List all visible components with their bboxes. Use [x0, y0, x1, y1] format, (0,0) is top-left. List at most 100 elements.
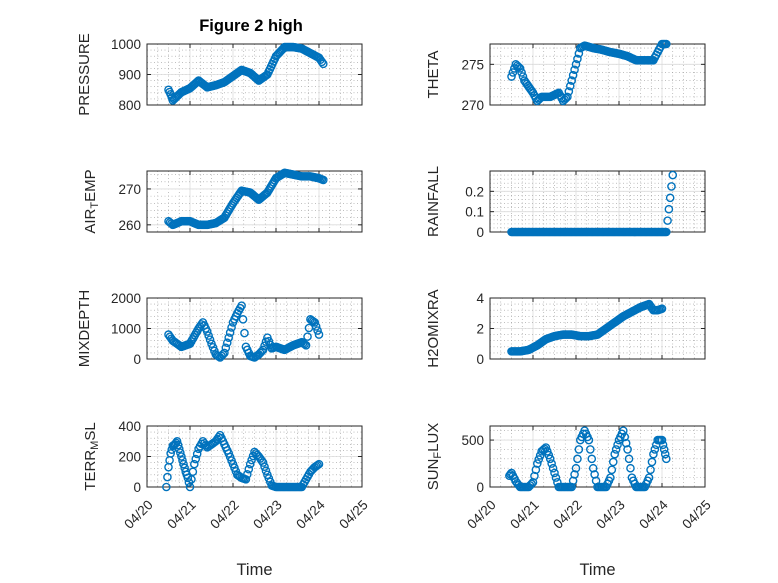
data-point	[547, 459, 556, 468]
data-point	[644, 473, 654, 482]
data-point	[261, 466, 271, 476]
y-tick-label: 200	[118, 450, 141, 465]
data-point	[650, 445, 660, 454]
y-axis-label-part: MIXDEPTH	[76, 290, 93, 368]
y-tick-label: 0.1	[465, 205, 484, 220]
data-point	[245, 459, 255, 469]
y-tick-label: 0	[133, 480, 141, 495]
y-axis-label: PRESSURE	[76, 33, 93, 116]
data-point	[247, 455, 256, 465]
data-point	[570, 470, 579, 479]
data-point	[205, 335, 215, 344]
data-point	[317, 57, 327, 67]
x-tick-label: 04/25	[336, 497, 371, 532]
y-axis-label-part: F	[432, 452, 444, 459]
data-point	[221, 343, 231, 353]
data-point	[227, 323, 236, 332]
axes-box	[489, 170, 706, 233]
x-tick-label: 04/24	[293, 497, 328, 532]
data-point	[657, 435, 667, 445]
y-axis-label: TERRMSL	[82, 422, 101, 490]
data-point	[260, 462, 269, 471]
data-point	[665, 193, 675, 203]
data-point	[567, 76, 577, 85]
data-point	[649, 449, 658, 459]
y-axis-label: THETA	[425, 50, 442, 98]
y-axis-label-part: SL	[82, 422, 99, 440]
data-point	[173, 440, 183, 450]
data-point	[548, 463, 558, 473]
x-tick-label: 04/21	[507, 497, 542, 532]
data-point	[624, 454, 634, 464]
data-point	[571, 463, 581, 473]
data-point	[318, 175, 328, 185]
data-point	[667, 182, 676, 191]
data-point	[204, 331, 213, 340]
y-axis-label-part: SUN	[425, 459, 442, 491]
data-point	[314, 459, 324, 469]
subplot-terr_msl: 0 200 400 04/20 04/21 04/22 04/23 04/24 04/25 Tim…	[82, 419, 371, 579]
data-point	[241, 475, 251, 484]
data-point	[244, 464, 254, 474]
data-point	[531, 465, 541, 475]
y-tick-label: 270	[461, 98, 484, 113]
y-axis-label-part: PRESSURE	[76, 33, 93, 116]
data-point	[620, 432, 630, 442]
data-point	[647, 457, 657, 467]
data-point	[530, 471, 539, 481]
data-point	[567, 482, 577, 492]
data-point	[607, 465, 617, 475]
data-point	[545, 454, 555, 464]
data-point	[528, 478, 538, 487]
data-point	[515, 64, 525, 73]
x-tick-label: 04/23	[250, 497, 285, 532]
x-tick-label: 04/22	[550, 497, 585, 532]
data-point	[527, 86, 537, 96]
data-point	[176, 448, 185, 457]
y-tick-label: 400	[118, 419, 141, 434]
data-point	[573, 54, 582, 64]
subplot-rainfall: 0 0.1 0.2 RAINFALL	[425, 166, 706, 240]
data-point	[550, 468, 559, 478]
y-tick-label: 2	[476, 322, 484, 337]
x-axis-label: Time	[579, 561, 615, 579]
data-point	[225, 328, 235, 337]
data-point	[191, 454, 201, 464]
data-point	[551, 473, 561, 482]
data-point	[586, 445, 595, 454]
y-axis-label: RAINFALL	[425, 166, 442, 237]
x-tick-label: 04/24	[636, 497, 671, 532]
data-point	[258, 458, 268, 467]
subplot-mixdepth: 0 1000 2000 MIXDEPTH	[76, 290, 363, 368]
y-tick-label: 900	[118, 68, 141, 83]
y-axis-label: H2OMIXRA	[425, 289, 442, 367]
data-point	[222, 338, 232, 348]
data-point	[668, 170, 678, 180]
x-tick-label: 04/20	[464, 497, 499, 532]
data-point	[613, 440, 622, 450]
data-point	[608, 457, 618, 467]
data-point	[570, 65, 579, 75]
data-point	[314, 330, 324, 339]
data-point	[564, 87, 574, 96]
data-point	[238, 315, 248, 324]
data-point	[507, 72, 516, 81]
data-point	[573, 454, 582, 464]
y-axis-label-part: T	[89, 202, 101, 209]
data-point	[588, 463, 598, 473]
data-point	[179, 459, 188, 469]
y-axis-label-part: AIR	[82, 208, 99, 233]
data-point	[626, 463, 635, 473]
subplot-h2omixra: 0 2 4 H2OMIXRA	[425, 289, 706, 368]
data-point	[189, 459, 199, 469]
y-tick-label: 1000	[111, 37, 141, 52]
data-point	[659, 445, 669, 454]
axes-frame	[146, 170, 363, 233]
data-point	[619, 426, 628, 435]
x-tick-label: 04/20	[121, 497, 156, 532]
y-tick-label: 4	[476, 291, 484, 306]
y-tick-label: 0	[476, 225, 484, 240]
data-point	[527, 479, 536, 489]
data-point	[163, 472, 172, 482]
